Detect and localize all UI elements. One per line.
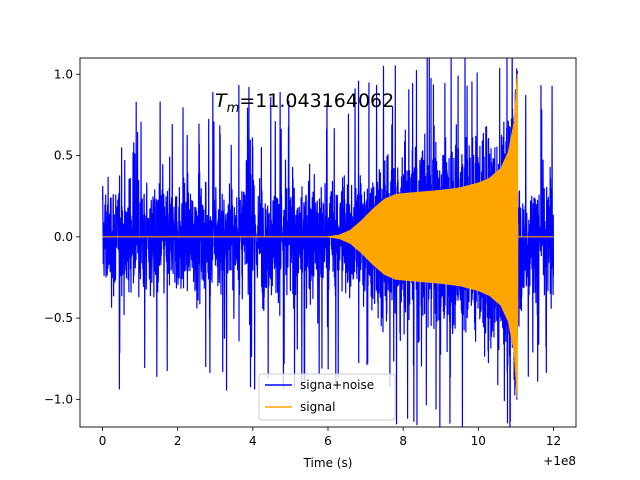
x-tick-label: 8 [399,434,407,448]
x-tick-label: 0 [99,434,107,448]
y-tick-label: −0.5 [44,311,73,325]
tm-annotation-subscript: m [227,101,240,116]
x-axis: 0 2 4 6 8 10 12 [99,427,561,448]
x-offset-label: +1e8 [543,454,576,468]
x-tick-label: 4 [249,434,257,448]
y-tick-label: 0.5 [54,149,73,163]
x-tick-label: 10 [471,434,486,448]
x-axis-label: Time (s) [303,456,353,470]
tm-annotation: Tm=11.043164062 [215,90,394,116]
y-tick-label: 0.0 [54,230,73,244]
tm-annotation-value: =11.043164062 [239,90,394,112]
y-tick-label: 1.0 [54,67,73,81]
series-layer [101,58,555,427]
tm-annotation-symbol: T [215,90,228,112]
x-tick-label: 6 [324,434,332,448]
y-tick-label: −1.0 [44,392,73,406]
legend: signa+noise signal [258,373,396,421]
signal-series-line [102,73,554,398]
y-axis: −1.0 −0.5 0.0 0.5 1.0 [44,67,80,406]
legend-label-signal: signal [300,400,336,414]
x-tick-label: 2 [174,434,182,448]
legend-label-signa-noise: signa+noise [300,378,374,392]
legend-box [258,373,396,421]
x-tick-label: 12 [546,434,561,448]
